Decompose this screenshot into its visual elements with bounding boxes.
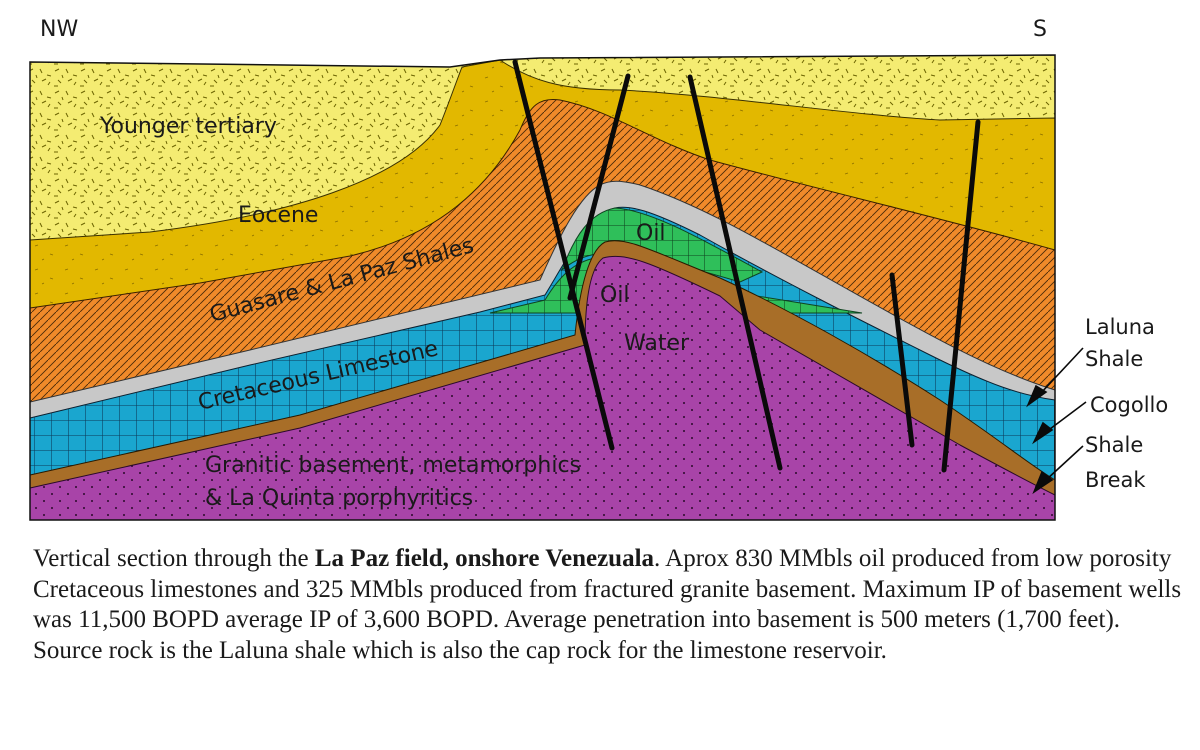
cross-section-figure: NW S Younger tertiary Eocene Guasare & L…: [29, 17, 1168, 521]
shale-break-arrow-icon: [1032, 470, 1054, 495]
figure-caption: Vertical section through the La Paz fiel…: [33, 544, 1183, 666]
cogollo-leader: [1045, 401, 1087, 433]
fault-1: [512, 59, 615, 451]
fault-2: [567, 73, 631, 301]
cross-section-svg: NW S Younger tertiary Eocene Guasare & L…: [29, 17, 1168, 521]
faults: [512, 59, 981, 473]
callout-cogollo: Cogollo: [1090, 393, 1168, 417]
callout-laluna-line1: Laluna: [1085, 315, 1155, 339]
label-oil-lower: Oil: [600, 283, 630, 308]
label-younger-tertiary: Younger tertiary: [99, 114, 277, 139]
caption-part2: . Aprox 830 MMbls oil produced from low …: [33, 545, 1182, 664]
direction-nw: NW: [40, 17, 78, 42]
section-frame: [29, 54, 1056, 521]
direction-s: S: [1033, 17, 1047, 42]
fault-3: [687, 74, 783, 471]
label-basement-line2: & La Quinta porphyritics: [205, 486, 473, 511]
fault-4: [889, 272, 915, 448]
laluna-leader: [1039, 347, 1084, 395]
fault-5: [941, 119, 981, 473]
label-eocene: Eocene: [238, 203, 318, 228]
shale-break-leader: [1045, 445, 1084, 481]
cogollo-arrow-icon: [1032, 421, 1054, 445]
caption-part1: Vertical section through the: [33, 545, 315, 572]
label-basement-line1: Granitic basement, metamorphics: [205, 453, 581, 478]
callout-shale-break-line1: Shale: [1085, 433, 1143, 457]
callout-arrows: [1026, 347, 1087, 495]
laluna-arrow-icon: [1026, 384, 1048, 408]
label-water: Water: [624, 331, 690, 356]
caption-bold: La Paz field, onshore Venezuala: [314, 545, 655, 572]
callout-shale-break-line2: Break: [1085, 468, 1146, 492]
label-oil-upper: Oil: [636, 221, 666, 246]
layer-granitic-basement: [29, 255, 1056, 521]
callout-laluna-line2: Shale: [1085, 347, 1143, 371]
